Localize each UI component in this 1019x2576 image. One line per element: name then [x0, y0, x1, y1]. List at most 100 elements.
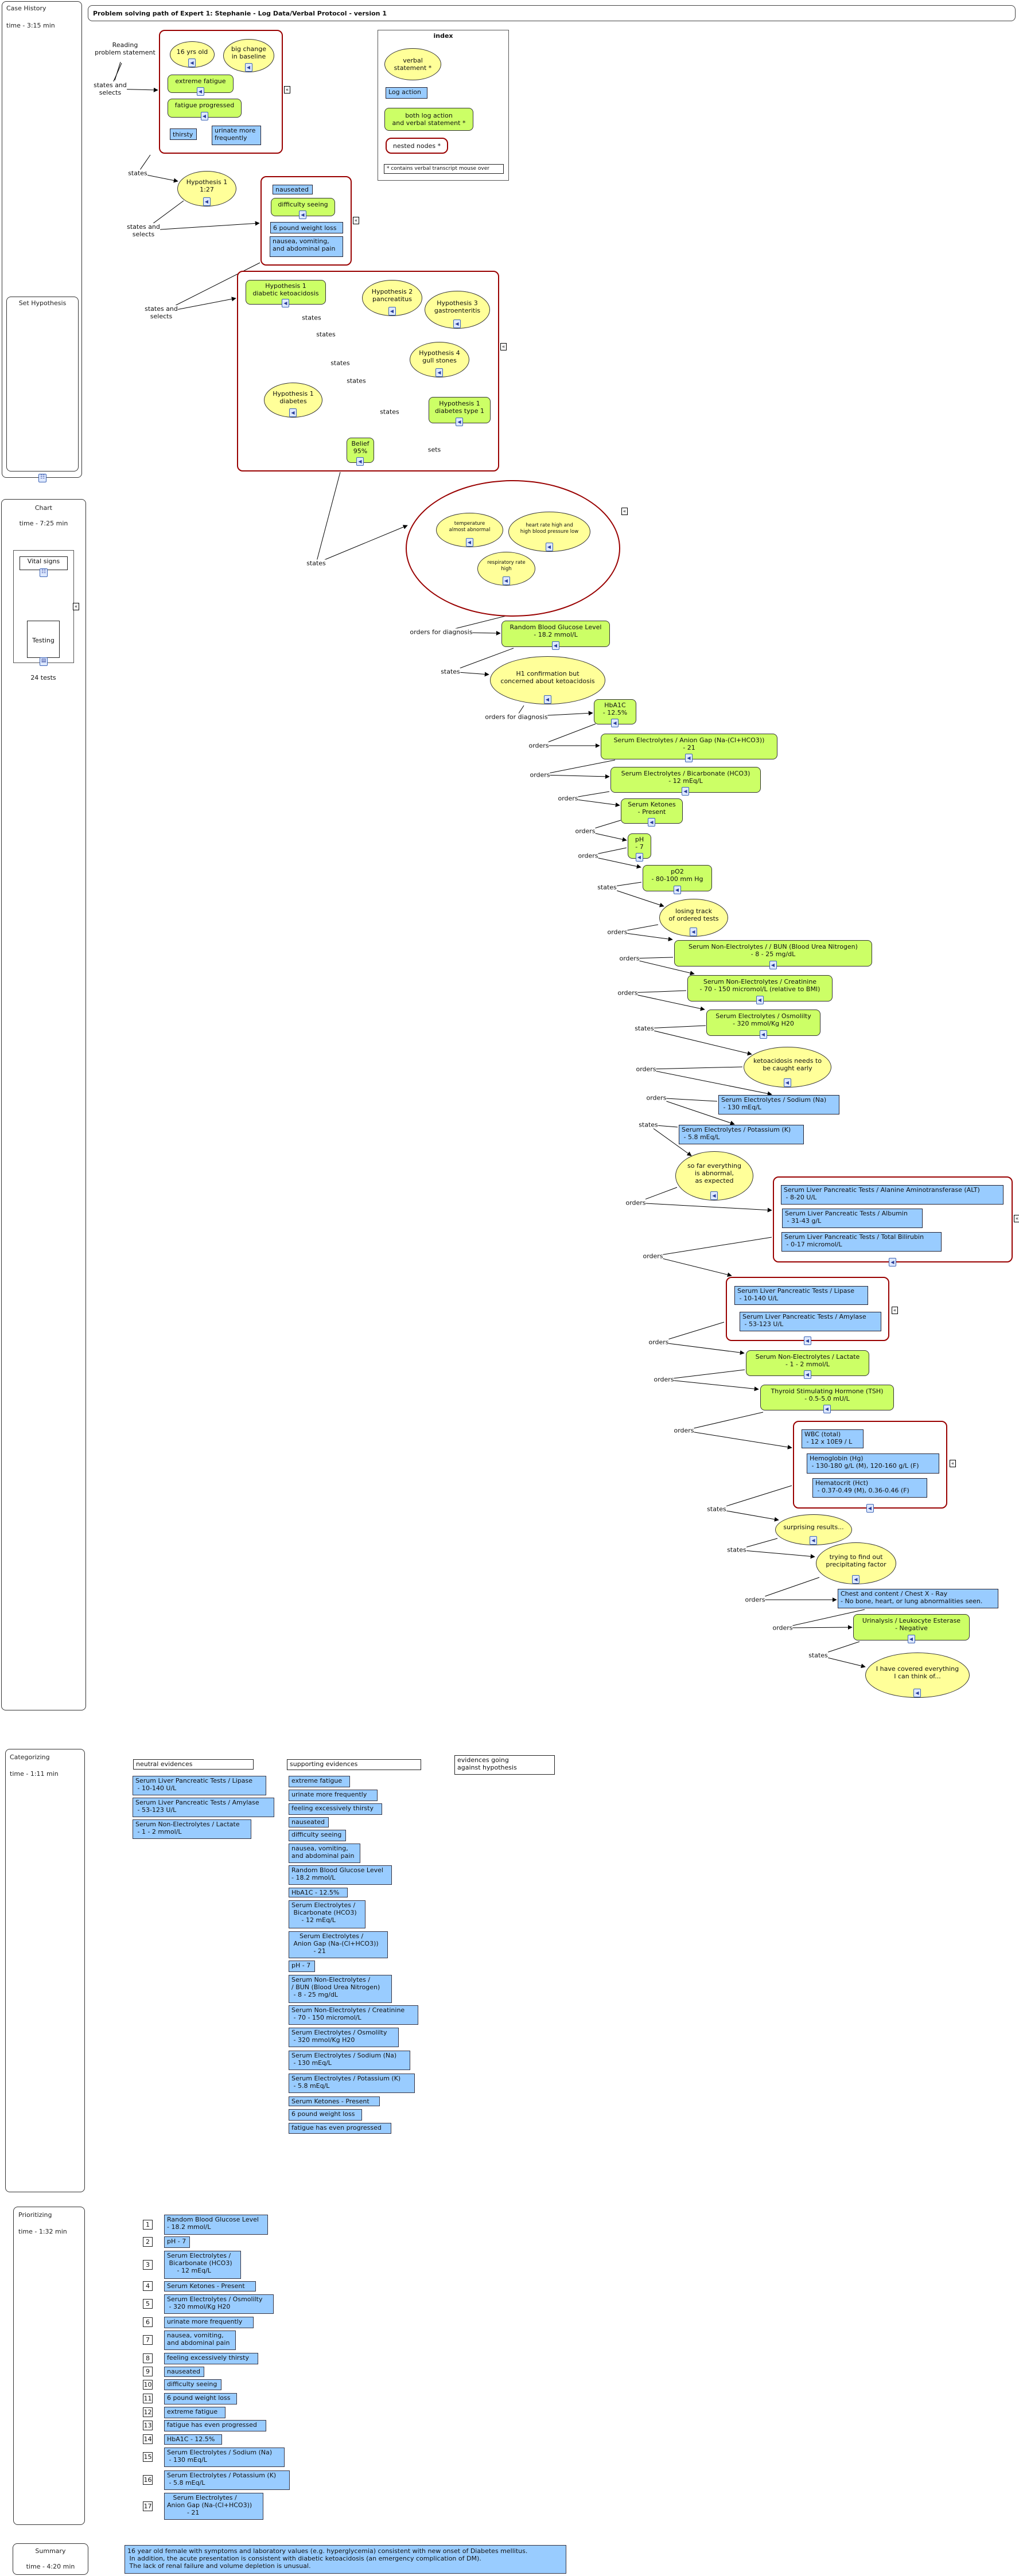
collapse-icon[interactable]: « [500, 343, 507, 350]
flow-node-thirsty[interactable]: thirsty [170, 128, 197, 140]
neutral-evidence-item[interactable]: Serum Liver Pancreatic Tests / Amylase -… [133, 1798, 274, 1817]
audio-icon[interactable]: ◀ [456, 418, 463, 426]
flow-node-nause[interactable]: nauseated [273, 185, 313, 194]
priority-item[interactable]: nauseated [164, 2367, 204, 2377]
supporting-evidence-item[interactable]: urinate more frequently [289, 1790, 378, 1801]
hierarchy-icon[interactable]: ☷ [38, 474, 46, 482]
flow-node-wbc[interactable]: WBC (total) - 12 x 10E9 / L [802, 1429, 864, 1448]
flow-node-hgb[interactable]: Hemoglobin (Hg) - 130-180 g/L (M), 120-1… [807, 1453, 939, 1474]
priority-item[interactable]: nausea, vomiting, and abdominal pain [164, 2331, 236, 2350]
flow-node-alb[interactable]: Serum Liver Pancreatic Tests / Albumin -… [782, 1209, 923, 1228]
audio-icon[interactable]: ◀ [803, 1370, 811, 1379]
collapse-icon[interactable]: « [284, 86, 290, 93]
flow-node-chest[interactable]: Chest and content / Chest X - Ray - No b… [838, 1589, 998, 1608]
supporting-evidence-item[interactable]: feeling excessively thirsty [289, 1803, 382, 1815]
audio-icon[interactable]: ◀ [907, 1635, 915, 1643]
audio-icon[interactable]: ◀ [866, 1504, 874, 1513]
supporting-evidence-item[interactable]: difficulty seeing [289, 1830, 346, 1841]
audio-icon[interactable]: ◀ [200, 112, 208, 120]
flow-node-urin[interactable]: urinate more frequently [212, 126, 261, 145]
audio-icon[interactable]: ◀ [690, 927, 697, 936]
flow-node-hct[interactable]: Hematocrit (Hct) - 0.37-0.49 (M), 0.36-0… [812, 1478, 927, 1498]
supporting-evidence-item[interactable]: pH - 7 [289, 1961, 315, 1972]
audio-icon[interactable]: ◀ [673, 886, 681, 894]
audio-icon[interactable]: ◀ [196, 87, 204, 96]
supporting-evidence-item[interactable]: HbA1C - 12.5% [289, 1888, 348, 1897]
document-icon[interactable]: ▤ [40, 657, 48, 666]
priority-item[interactable]: Serum Electrolytes / Potassium (K) - 5.8… [164, 2470, 290, 2490]
supporting-evidence-item[interactable]: extreme fatigue [289, 1776, 350, 1787]
supporting-evidence-item[interactable]: nausea, vomiting, and abdominal pain [289, 1844, 360, 1863]
collapse-icon[interactable]: « [73, 603, 79, 610]
flow-node-k[interactable]: Serum Electrolytes / Potassium (K) - 5.8… [679, 1125, 804, 1144]
flow-node-alt[interactable]: Serum Liver Pancreatic Tests / Alanine A… [781, 1185, 1004, 1205]
audio-icon[interactable]: ◀ [889, 1258, 896, 1266]
audio-icon[interactable]: ◀ [299, 211, 306, 219]
supporting-evidence-item[interactable]: Serum Non-Electrolytes / / BUN (Blood Ur… [289, 1975, 392, 2003]
audio-icon[interactable]: ◀ [648, 818, 655, 827]
supporting-evidence-item[interactable]: 6 pound weight loss [289, 2109, 362, 2121]
priority-item[interactable]: difficulty seeing [164, 2379, 221, 2390]
flow-node-lb6[interactable]: 6 pound weight loss [270, 222, 343, 233]
collapse-icon[interactable]: « [1014, 1215, 1019, 1222]
collapse-icon[interactable]: « [950, 1460, 956, 1467]
flow-node-po2[interactable]: pO2 - 80-100 mm Hg [643, 865, 712, 891]
audio-icon[interactable]: ◀ [682, 787, 689, 796]
audio-icon[interactable]: ◀ [356, 457, 364, 466]
audio-icon[interactable]: ◀ [203, 197, 211, 206]
priority-item[interactable]: fatigue has even progressed [164, 2420, 266, 2431]
flow-node-lip[interactable]: Serum Liver Pancreatic Tests / Lipase - … [734, 1286, 868, 1305]
audio-icon[interactable]: ◀ [435, 368, 443, 377]
priority-item[interactable]: Serum Ketones - Present [164, 2281, 256, 2291]
audio-icon[interactable]: ◀ [759, 1030, 767, 1039]
audio-icon[interactable]: ◀ [289, 408, 297, 417]
collapse-icon[interactable]: « [353, 217, 359, 224]
priority-item[interactable]: Random Blood Glucose Level - 18.2 mmol/L [164, 2215, 268, 2235]
audio-icon[interactable]: ◀ [188, 59, 196, 67]
audio-icon[interactable]: ◀ [543, 695, 551, 704]
audio-icon[interactable]: ◀ [810, 1536, 817, 1545]
flow-node-h2[interactable]: Hypothesis 2 pancreatitus [362, 280, 422, 316]
flow-node-bili[interactable]: Serum Liver Pancreatic Tests / Total Bil… [781, 1232, 942, 1252]
priority-item[interactable]: pH - 7 [164, 2236, 190, 2248]
neutral-evidence-item[interactable]: Serum Liver Pancreatic Tests / Lipase - … [133, 1776, 266, 1795]
audio-icon[interactable]: ◀ [852, 1575, 859, 1584]
audio-icon[interactable]: ◀ [913, 1689, 921, 1697]
audio-icon[interactable]: ◀ [769, 961, 777, 969]
collapse-icon[interactable]: « [621, 508, 628, 515]
audio-icon[interactable]: ◀ [710, 1191, 718, 1200]
priority-item[interactable]: Serum Electrolytes / Osmolilty - 320 mmo… [164, 2294, 274, 2314]
audio-icon[interactable]: ◀ [244, 63, 252, 72]
audio-icon[interactable]: ◀ [551, 641, 559, 650]
supporting-evidence-item[interactable]: fatigue has even progressed [289, 2123, 391, 2134]
flow-node-tsh[interactable]: Thyroid Stimulating Hormone (TSH) - 0.5-… [760, 1385, 894, 1410]
priority-item[interactable]: Serum Electrolytes / Sodium (Na) - 130 m… [164, 2448, 285, 2467]
priority-item[interactable]: HbA1C - 12.5% [164, 2434, 222, 2445]
supporting-evidence-item[interactable]: Serum Electrolytes / Sodium (Na) - 130 m… [289, 2051, 410, 2070]
audio-icon[interactable]: ◀ [465, 538, 473, 547]
supporting-evidence-item[interactable]: Random Blood Glucose Level - 18.2 mmol/L [289, 1865, 392, 1885]
audio-icon[interactable]: ◀ [756, 996, 764, 1004]
audio-icon[interactable]: ◀ [611, 719, 619, 727]
nested-group-gvit[interactable] [406, 480, 620, 617]
priority-item[interactable]: urinate more frequently [164, 2317, 254, 2328]
flow-node-h4[interactable]: Hypothesis 4 gull stones [410, 342, 469, 377]
audio-icon[interactable]: ◀ [803, 1336, 811, 1345]
audio-icon[interactable]: ◀ [388, 307, 396, 315]
priority-item[interactable]: 6 pound weight loss [164, 2393, 237, 2404]
supporting-evidence-item[interactable]: Serum Ketones - Present [289, 2096, 380, 2106]
flow-node-belief[interactable]: Belief 95% [347, 438, 374, 463]
flow-node-hr[interactable]: heart rate high and high blood pressure … [508, 512, 590, 552]
audio-icon[interactable]: ◀ [502, 576, 510, 585]
priority-item[interactable]: Serum Electrolytes / Bicarbonate (HCO3) … [164, 2251, 241, 2279]
supporting-evidence-item[interactable]: Serum Non-Electrolytes / Creatinine - 70… [289, 2005, 418, 2025]
hierarchy-icon[interactable]: ☷ [40, 568, 48, 577]
priority-item[interactable]: Serum Electrolytes / Anion Gap (Na-(Cl+H… [164, 2493, 263, 2520]
supporting-evidence-item[interactable]: Serum Electrolytes / Anion Gap (Na-(Cl+H… [289, 1931, 388, 1958]
neutral-evidence-item[interactable]: Serum Non-Electrolytes / Lactate - 1 - 2… [133, 1819, 251, 1839]
audio-icon[interactable]: ◀ [453, 319, 461, 328]
audio-icon[interactable]: ◀ [635, 853, 643, 862]
supporting-evidence-item[interactable]: Serum Electrolytes / Osmolilty - 320 mmo… [289, 2028, 399, 2047]
audio-icon[interactable]: ◀ [823, 1405, 831, 1413]
audio-icon[interactable]: ◀ [282, 299, 289, 307]
